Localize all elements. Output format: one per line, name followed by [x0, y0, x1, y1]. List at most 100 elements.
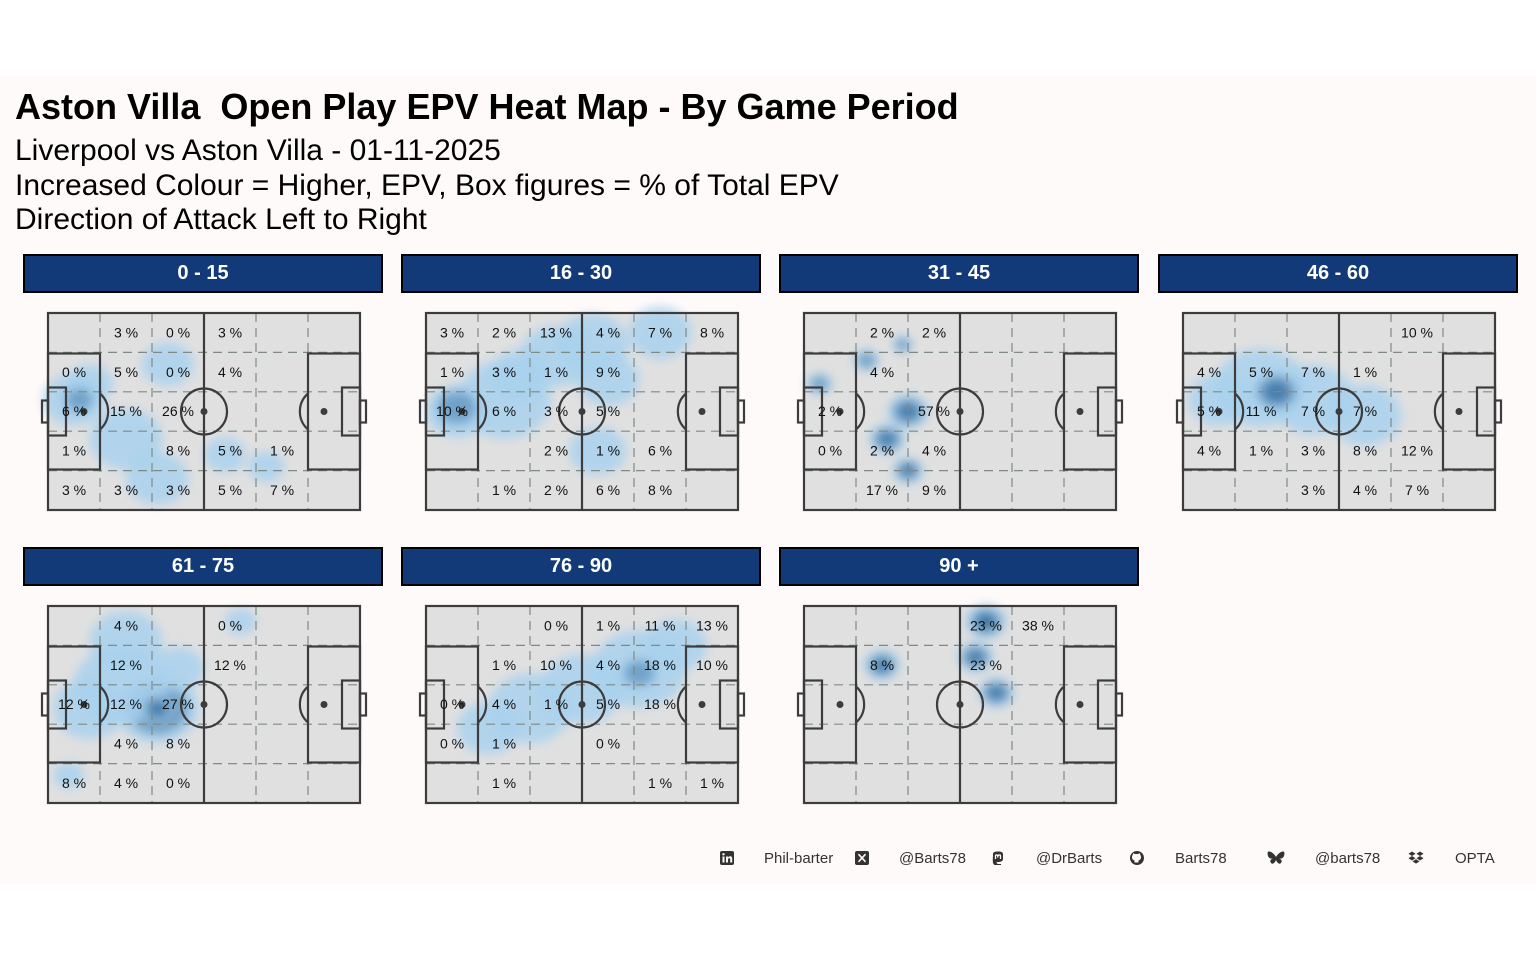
density-core: [987, 685, 1006, 701]
subtitle-line-2: Increased Colour = Higher, EPV, Box figu…: [15, 169, 839, 202]
zone-epv-percent: 4 %: [596, 657, 620, 673]
pitch-heatmap: 4 % 0 % 12 % 12 % 12 % 12 % 27 % 4 % 8 % 8 % 4 % 0 …: [40, 604, 368, 805]
pitch-heatmap: 3 % 0 % 3 % 0 % 5 % 0 % 4 % 6 % 15 % 26 % 1 % 8 % 5 …: [40, 311, 368, 512]
density-core: [966, 649, 985, 665]
zone-epv-percent: 4 %: [114, 617, 138, 633]
density-blob: [204, 437, 246, 473]
zone-epv-percent: 8 %: [700, 324, 724, 340]
zone-epv-percent: 1 %: [648, 775, 672, 791]
pitch-markings: [418, 604, 746, 805]
zone-epv-percent: 5 %: [596, 403, 620, 419]
panel-strip-label: 90 +: [779, 547, 1139, 586]
density-core: [65, 388, 93, 412]
zone-epv-percent: 17 %: [866, 482, 898, 498]
zone-epv-percent: 0 %: [166, 364, 190, 380]
zone-epv-percent: 18 %: [644, 696, 676, 712]
zone-epv-percent: 4 %: [114, 775, 138, 791]
zone-epv-percent: 26 %: [162, 403, 194, 419]
zone-epv-percent: 23 %: [970, 657, 1002, 673]
density-core: [809, 375, 830, 393]
epv-density: [457, 619, 707, 755]
pitch-markings: [40, 604, 368, 805]
zone-epv-percent: 18 %: [644, 657, 676, 673]
zone-epv-percent: 1 %: [492, 775, 516, 791]
zone-epv-percent: 38 %: [1022, 617, 1054, 633]
linkedin-icon: [720, 851, 734, 865]
zone-epv-percent: 10 %: [540, 657, 572, 673]
zone-epv-percent: 1 %: [492, 657, 516, 673]
plot-area: Aston Villa Open Play EPV Heat Map - By …: [0, 76, 1536, 884]
zone-epv-percent: 3 %: [114, 324, 138, 340]
zone-epv-percent: 3 %: [440, 324, 464, 340]
zone-epv-percent: 23 %: [970, 617, 1002, 633]
zone-epv-percent: 4 %: [596, 324, 620, 340]
density-core: [856, 352, 877, 369]
density-core: [872, 657, 892, 673]
zone-epv-percent: 5 %: [1197, 403, 1221, 419]
density-blob: [141, 342, 194, 386]
zone-epv-percent: 3 %: [492, 364, 516, 380]
zone-epv-percent: 4 %: [1353, 482, 1377, 498]
pitch-markings: [796, 604, 1124, 805]
zone-epv-percent: 4 %: [1197, 443, 1221, 459]
pitch-heatmap: 2 % 2 % 4 % 2 % 57 % 0 % 2 % 4 % 17 % 9 %: [796, 311, 1124, 512]
zone-epv-percent: 1 %: [544, 696, 568, 712]
zone-epv-percent: 3 %: [218, 324, 242, 340]
zone-epv-percent: 1 %: [596, 443, 620, 459]
density-core: [623, 659, 655, 686]
zone-epv-percent: 1 %: [700, 775, 724, 791]
zone-epv-percent: 2 %: [492, 324, 516, 340]
mastodon-handle: @DrBarts: [1036, 850, 1103, 867]
density-blob: [644, 619, 707, 672]
zone-epv-percent: 5 %: [114, 364, 138, 380]
zone-epv-percent: 4 %: [114, 736, 138, 752]
zone-epv-percent: 0 %: [218, 617, 242, 633]
zone-epv-percent: 9 %: [596, 364, 620, 380]
zone-epv-percent: 3 %: [166, 482, 190, 498]
density-core: [895, 338, 911, 352]
linkedin-handle: Phil-barter: [764, 850, 834, 867]
density-core: [878, 431, 897, 447]
zone-epv-percent: 5 %: [218, 443, 242, 459]
zone-epv-percent: 5 %: [596, 696, 620, 712]
bluesky-icon: [1267, 851, 1285, 865]
zone-epv-percent: 2 %: [870, 443, 894, 459]
density-blob: [224, 608, 256, 635]
zone-epv-percent: 27 %: [162, 696, 194, 712]
zone-epv-percent: 4 %: [1197, 364, 1221, 380]
zone-epv-percent: 7 %: [1353, 403, 1377, 419]
zone-epv-percent: 57 %: [918, 403, 950, 419]
density-blob: [628, 306, 692, 359]
zone-epv-percent: 5 %: [1249, 364, 1273, 380]
zone-epv-percent: 12 %: [110, 696, 142, 712]
zone-epv-percent: 2 %: [922, 324, 946, 340]
data-source: OPTA: [1455, 850, 1495, 867]
pitch-markings: [418, 311, 746, 512]
panel-strip-label: 0 - 15: [23, 254, 383, 293]
zone-epv-percent: 1 %: [492, 482, 516, 498]
x-twitter-handle: @Barts78: [899, 850, 966, 867]
zone-epv-percent: 6 %: [492, 403, 516, 419]
subtitle-line-1: Liverpool vs Aston Villa - 01-11-2025: [15, 134, 501, 167]
zone-epv-percent: 3 %: [1301, 482, 1325, 498]
zone-epv-percent: 12 %: [58, 696, 90, 712]
zone-epv-percent: 0 %: [440, 696, 464, 712]
zone-epv-percent: 12 %: [1401, 443, 1433, 459]
panel-strip-label: 61 - 75: [23, 547, 383, 586]
zone-epv-percent: 12 %: [110, 657, 142, 673]
pitch-heatmap: 0 % 1 % 11 % 13 % 1 % 10 % 4 % 18 % 10 % 0 % 4 % 1 …: [418, 604, 746, 805]
zone-epv-percent: 1 %: [270, 443, 294, 459]
zone-epv-percent: 0 %: [596, 736, 620, 752]
subtitle-line-3: Direction of Attack Left to Right: [15, 203, 427, 236]
panel-strip-label: 31 - 45: [779, 254, 1139, 293]
density-blob: [89, 408, 163, 470]
zone-epv-percent: 5 %: [218, 482, 242, 498]
zone-epv-percent: 2 %: [544, 443, 568, 459]
zone-epv-percent: 4 %: [870, 364, 894, 380]
zone-epv-percent: 0 %: [62, 364, 86, 380]
zone-epv-percent: 8 %: [166, 443, 190, 459]
zone-epv-percent: 8 %: [648, 482, 672, 498]
zone-epv-percent: 6 %: [62, 403, 86, 419]
zone-epv-percent: 10 %: [696, 657, 728, 673]
zone-epv-percent: 7 %: [1301, 364, 1325, 380]
